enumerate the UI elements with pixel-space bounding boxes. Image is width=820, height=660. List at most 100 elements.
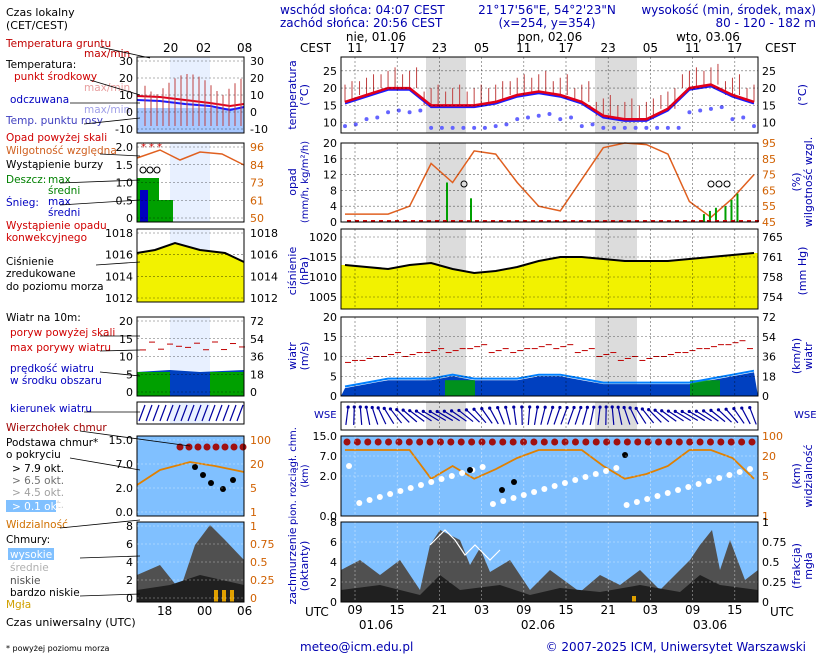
- wind-arrow: [648, 409, 662, 423]
- wind-arrow-head: [702, 409, 706, 413]
- wind-axis-unit: (m/s): [298, 342, 311, 371]
- wind-arrow: [353, 406, 355, 426]
- legend-leader-line: [99, 349, 141, 352]
- cloud-top-dot: [623, 438, 631, 446]
- cloud-top-dot: [738, 438, 746, 446]
- cloud-top-dot: [509, 438, 517, 446]
- dew-point-dot: [558, 117, 563, 122]
- left-tick-label: 1015: [309, 251, 337, 264]
- wind-arrow-head: [382, 406, 386, 410]
- legend-cloud-base-dot: [192, 464, 198, 470]
- legend-left-tick: 1.0: [116, 177, 134, 190]
- cloud-base-dot: [716, 475, 723, 481]
- legend-left-tick: 8: [126, 520, 133, 533]
- wind-arrow-head: [604, 405, 608, 409]
- wind-arrow: [681, 410, 699, 422]
- cloud-top-dot: [717, 438, 725, 446]
- legend-right-tick: 1016: [250, 249, 278, 262]
- right-tick-label: 5: [762, 470, 769, 483]
- legend-temp-mid: punkt środkowy: [14, 71, 97, 83]
- wind-arrow-head: [535, 405, 540, 409]
- legend-leader-line: [89, 79, 141, 96]
- legend-bottom-hour-3: 06: [237, 604, 252, 618]
- wind-arrow: [444, 410, 460, 422]
- humidity-line: [345, 142, 755, 219]
- left-tick-label: 8: [330, 516, 337, 529]
- legend-left-tick: 10: [119, 351, 133, 364]
- dew-point-dot: [752, 124, 756, 129]
- wind-arrow-head: [428, 409, 432, 414]
- wind-arrow: [654, 409, 670, 423]
- legend-pressure3: do poziomu morza: [6, 281, 104, 293]
- cloud-base-dot: [541, 486, 548, 492]
- cloud-base-dot: [664, 490, 671, 496]
- wind-arrow-head: [421, 409, 425, 413]
- wind-arrow: [725, 408, 739, 424]
- pressure-axis-unit-right: (mm Hg): [796, 247, 809, 296]
- legend-visibility: Widzialność: [6, 519, 68, 531]
- legend-cl-vlow: bardzo niskie: [10, 587, 80, 599]
- dew-point-dot: [364, 117, 369, 122]
- legend-leader-line: [83, 117, 141, 125]
- left-tick-label: 10: [323, 117, 337, 130]
- cloud-top-dot: [686, 438, 694, 446]
- legend-right-tick: 18: [250, 368, 264, 381]
- cloud-top-dot: [665, 438, 673, 446]
- legend-column: Czas lokalny (CET/CEST) 20 02 08 Tempera…: [5, 6, 252, 653]
- cloud-top-dot: [343, 438, 351, 446]
- wind-arrow: [718, 409, 732, 423]
- legend-cloud-top-dot: [194, 443, 202, 451]
- cloud-top-dot: [426, 438, 434, 446]
- cloud-base-dot: [603, 468, 610, 474]
- legend-right-tick: 84: [250, 159, 264, 172]
- top-hour-label: 17: [727, 41, 742, 55]
- legend-cloud-top-dot: [239, 443, 247, 451]
- legend-right-tick: 20: [250, 458, 264, 471]
- legend-leader-line: [79, 430, 191, 447]
- high-cloud-line: [429, 529, 501, 561]
- legend-cloud-top-dot: [185, 443, 193, 451]
- wind-arrow: [741, 407, 751, 425]
- night-band: [595, 143, 637, 222]
- cloud-base-dot: [510, 495, 517, 501]
- cloud-top-dot: [561, 438, 569, 446]
- footer-email[interactable]: meteo@icm.edu.pl: [300, 640, 413, 654]
- legend-right-tick: 1018: [250, 227, 278, 240]
- cloud-top-dot: [457, 438, 465, 446]
- wind-arrow-head: [414, 409, 419, 413]
- wind-arrow-head: [585, 405, 589, 409]
- legend-time-zone: Czas lokalny: [6, 6, 75, 19]
- legend-snow-mean: średni: [48, 207, 80, 219]
- bottom-hour-label: 03: [643, 603, 658, 617]
- legend-fog-bar: [230, 590, 234, 602]
- cloud-base-dot: [695, 481, 702, 487]
- wind-arrow: [546, 407, 554, 425]
- legend-right-tick: 61: [250, 194, 264, 207]
- wind-arrow: [688, 410, 706, 422]
- bottom-hour-label: 09: [685, 603, 700, 617]
- legend-gust-above: poryw powyżej skali: [10, 327, 115, 339]
- cloud-base-dot: [448, 473, 455, 479]
- legend-left-tick: 1016: [105, 249, 133, 262]
- panel-border: [340, 56, 759, 134]
- right-tick-label: 54: [762, 331, 776, 344]
- wind-arrow-head: [709, 408, 713, 412]
- left-tick-label: 0: [330, 596, 337, 609]
- legend-panel-border: [136, 228, 245, 303]
- legend-left-tick: 7.0: [116, 458, 134, 471]
- cloud-top-dot: [488, 438, 496, 446]
- cloud-base-dot: [356, 500, 363, 506]
- legend-panel-precip: * * *: [136, 142, 245, 223]
- cloud-top-dot: [405, 438, 413, 446]
- panel-precip: 20 95 16 85 12 75 8 65 4 55 0 45: [323, 137, 776, 229]
- cloud-base-dot: [592, 471, 599, 477]
- dew-point-dot: [665, 125, 670, 130]
- cloud-top-dot: [655, 438, 663, 446]
- wind-arrow-head: [496, 406, 500, 410]
- legend-temp-max: max/min: [84, 82, 130, 94]
- cloud-base-dot: [705, 478, 712, 484]
- wind-arrow-head: [442, 409, 446, 413]
- cloud-top-dot: [696, 438, 704, 446]
- legend-panel-clouds: [136, 435, 247, 517]
